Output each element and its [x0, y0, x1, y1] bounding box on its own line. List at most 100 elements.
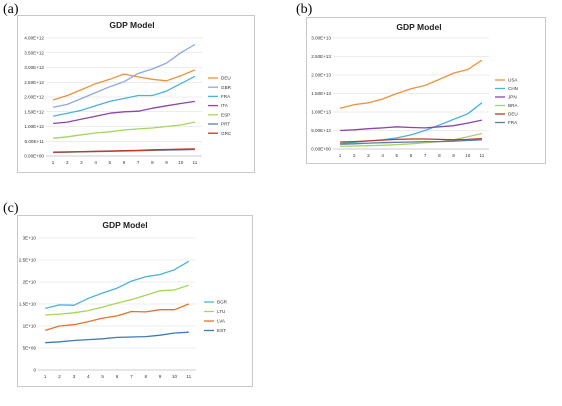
series-line-grc [53, 148, 195, 153]
x-tick-label: 3 [80, 160, 83, 165]
x-tick-label: 5 [101, 374, 104, 379]
series-line-ita [53, 100, 195, 125]
x-tick-label: 1 [52, 160, 55, 165]
series-line-lva [45, 303, 190, 332]
x-tick-label: 11 [193, 160, 198, 165]
legend-label: BRA [508, 103, 518, 108]
y-tick-label: 2.00E+12 [24, 95, 44, 100]
x-tick-label: 7 [424, 153, 427, 158]
chart-b: GDP Model 0.00E+00 5.00E+12 1.00E+13 1.50E+1… [306, 17, 546, 164]
x-tick-label: 2 [66, 160, 69, 165]
series-line-bgr [45, 260, 190, 310]
legend-label: LVA [217, 319, 226, 324]
legend-label: DEU [508, 112, 518, 117]
legend-label: GBR [221, 85, 232, 90]
x-tick-label: 5 [396, 153, 399, 158]
x-tick-label: 4 [381, 153, 384, 158]
x-tick-label: 4 [87, 374, 90, 379]
y-tick-label: 0 [33, 368, 36, 373]
chart-title: GDP Model [396, 22, 441, 32]
legend-label: ITA [221, 103, 229, 108]
x-tick-label: 2 [353, 153, 356, 158]
y-tick-label: 1.5E+10 [19, 302, 37, 307]
x-tick-label: 7 [137, 160, 140, 165]
x-tick-label: 8 [151, 160, 154, 165]
series-line-chn [340, 102, 483, 145]
series-line-usa [339, 59, 483, 109]
y-tick-label: 3.00E+13 [311, 36, 331, 41]
y-tick-label: 2.00E+13 [311, 73, 331, 78]
series-line-ltu [45, 284, 190, 316]
series-line-deu [52, 69, 196, 101]
y-tick-label: 5.00E+12 [311, 128, 331, 133]
chart-a-svg: GDP Model 0.00E+00 5.00E+11 1.00E+12 1.50E+1… [24, 20, 232, 165]
y-tick-label: 4.00E+12 [24, 36, 44, 41]
panel-label-a: (a) [3, 2, 19, 17]
series-line-esp [53, 121, 196, 139]
x-tick-label: 10 [172, 374, 178, 379]
series-line-deu [340, 137, 482, 143]
x-tick-label: 4 [94, 160, 97, 165]
y-tick-label: 0.00E+00 [311, 147, 331, 152]
x-tick-label: 1 [44, 374, 47, 379]
series-line-gbr [52, 43, 196, 108]
legend-label: FRA [221, 94, 231, 99]
x-tick-label: 9 [452, 153, 455, 158]
y-tick-label: 2.50E+13 [311, 54, 331, 59]
x-tick-label: 6 [123, 160, 126, 165]
panel-label-c: (c) [3, 201, 19, 216]
chart-c-svg: GDP Model 0 5E+09 1E+10 1.5E+10 2E+10 2.5E+10 3… [19, 220, 228, 379]
y-tick-label: 1.00E+12 [24, 124, 44, 129]
x-tick-label: 8 [438, 153, 441, 158]
x-tick-label: 10 [465, 153, 471, 158]
x-tick-label: 11 [480, 153, 485, 158]
series-line-est [45, 331, 189, 344]
legend-label: USA [508, 78, 518, 83]
series-line-jpn [340, 119, 483, 132]
legend-label: LTU [217, 309, 225, 314]
y-tick-label: 1E+10 [23, 324, 37, 329]
legend-label: ESP [221, 112, 230, 117]
x-tick-label: 3 [73, 374, 76, 379]
x-tick-label: 9 [159, 374, 162, 379]
y-tick-label: 1.50E+13 [311, 91, 331, 96]
legend-label: JPN [508, 95, 517, 100]
chart-a: GDP Model 0.00E+00 5.00E+11 1.00E+12 1.50E+1… [17, 15, 255, 173]
y-tick-label: 1.50E+12 [24, 109, 44, 114]
panel-label-b: (b) [296, 2, 313, 17]
y-tick-label: 0.00E+00 [24, 154, 44, 159]
y-tick-label: 3.00E+12 [24, 65, 44, 70]
legend-label: EST [217, 328, 226, 333]
x-tick-label: 6 [410, 153, 413, 158]
x-tick-label: 11 [186, 374, 191, 379]
x-tick-label: 2 [58, 374, 61, 379]
x-tick-label: 1 [339, 153, 342, 158]
legend-label: PRT [221, 122, 230, 127]
legend-label: DEU [221, 76, 231, 81]
legend-label: GRC [221, 131, 232, 136]
x-tick-label: 8 [144, 374, 147, 379]
y-tick-label: 2.50E+12 [24, 80, 44, 85]
series-line-bra [340, 132, 483, 148]
y-tick-label: 3E+10 [23, 236, 37, 241]
y-tick-label: 5.00E+11 [25, 139, 45, 144]
x-tick-label: 5 [109, 160, 112, 165]
legend-label: FRA [508, 120, 518, 125]
y-tick-label: 1.00E+13 [311, 110, 331, 115]
y-tick-label: 5E+09 [23, 346, 37, 351]
series-line-fra [340, 139, 482, 145]
legend-label: BGR [217, 300, 228, 305]
x-tick-label: 10 [178, 160, 184, 165]
x-tick-label: 6 [116, 374, 119, 379]
legend-label: CHN [508, 86, 518, 91]
chart-b-svg: GDP Model 0.00E+00 5.00E+12 1.00E+13 1.50E+1… [311, 22, 518, 158]
x-tick-label: 3 [367, 153, 370, 158]
series-line-fra [52, 75, 196, 117]
chart-c: GDP Model 0 5E+09 1E+10 1.5E+10 2E+10 2.5E+10 3… [17, 215, 253, 387]
x-tick-label: 7 [130, 374, 133, 379]
chart-title: GDP Model [109, 20, 154, 30]
y-tick-label: 3.50E+12 [24, 50, 44, 55]
chart-title: GDP Model [102, 220, 147, 230]
y-tick-label: 2.5E+10 [19, 258, 37, 263]
y-tick-label: 2E+10 [23, 280, 37, 285]
